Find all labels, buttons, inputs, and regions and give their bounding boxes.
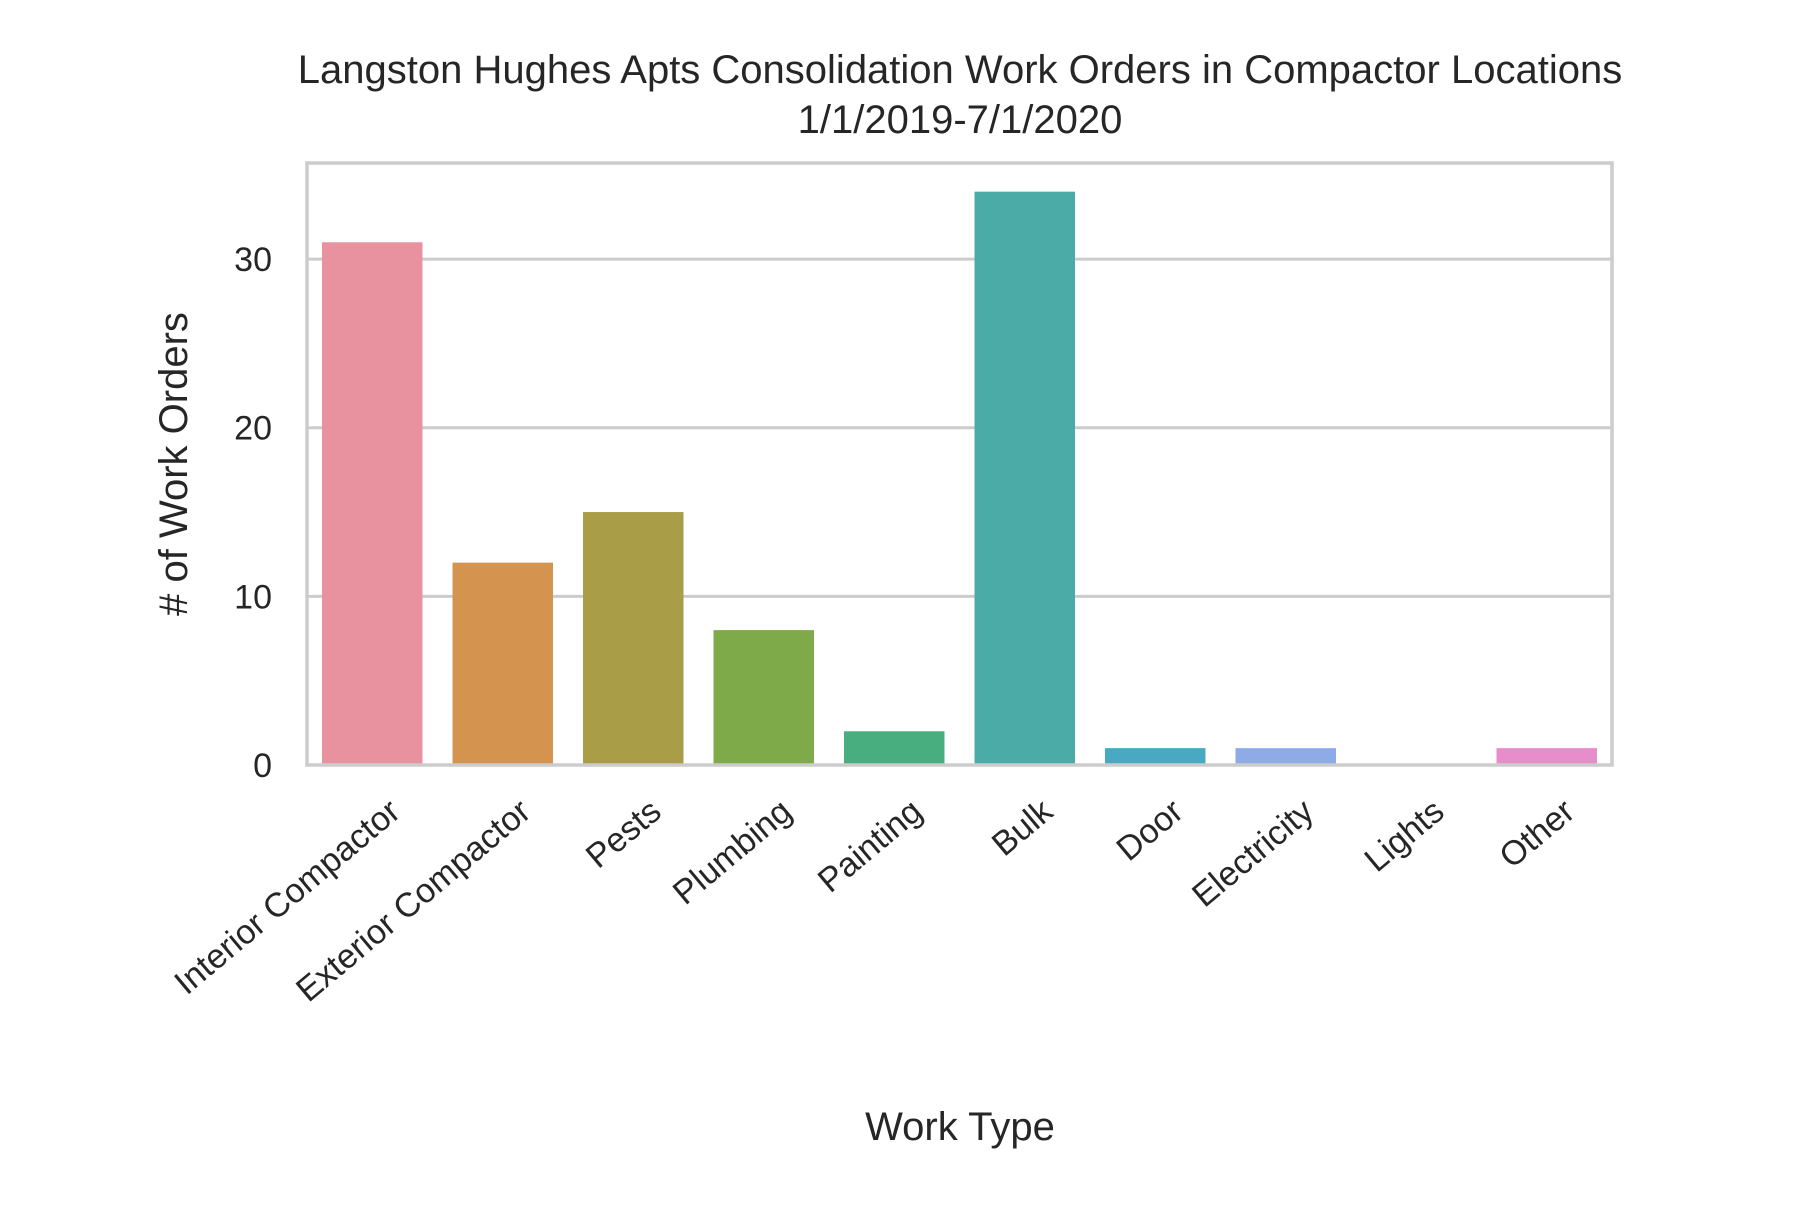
bar-pests [583, 512, 684, 765]
y-tick-label: 20 [234, 410, 272, 448]
bar-interior-compactor [322, 242, 423, 766]
bar-plumbing [713, 630, 814, 765]
bar-door [1105, 748, 1206, 765]
bar-electricity [1235, 748, 1336, 765]
y-tick-label: 10 [234, 578, 272, 616]
chart-title: Langston Hughes Apts Consolidation Work … [298, 48, 1622, 92]
y-tick-label: 0 [253, 747, 272, 785]
bar-bulk [974, 191, 1075, 765]
bar-other [1496, 748, 1597, 765]
bars [322, 191, 1597, 766]
y-tick-labels: 0 10 20 30 [234, 241, 272, 785]
chart-subtitle: 1/1/2019-7/1/2020 [798, 98, 1123, 142]
bar-painting [844, 731, 945, 765]
y-axis-label: # of Work Orders [152, 312, 196, 616]
x-axis-label: Work Type [865, 1105, 1055, 1149]
y-tick-label: 30 [234, 241, 272, 279]
plot-frame [305, 161, 1614, 767]
bar-exterior-compactor [452, 562, 553, 765]
